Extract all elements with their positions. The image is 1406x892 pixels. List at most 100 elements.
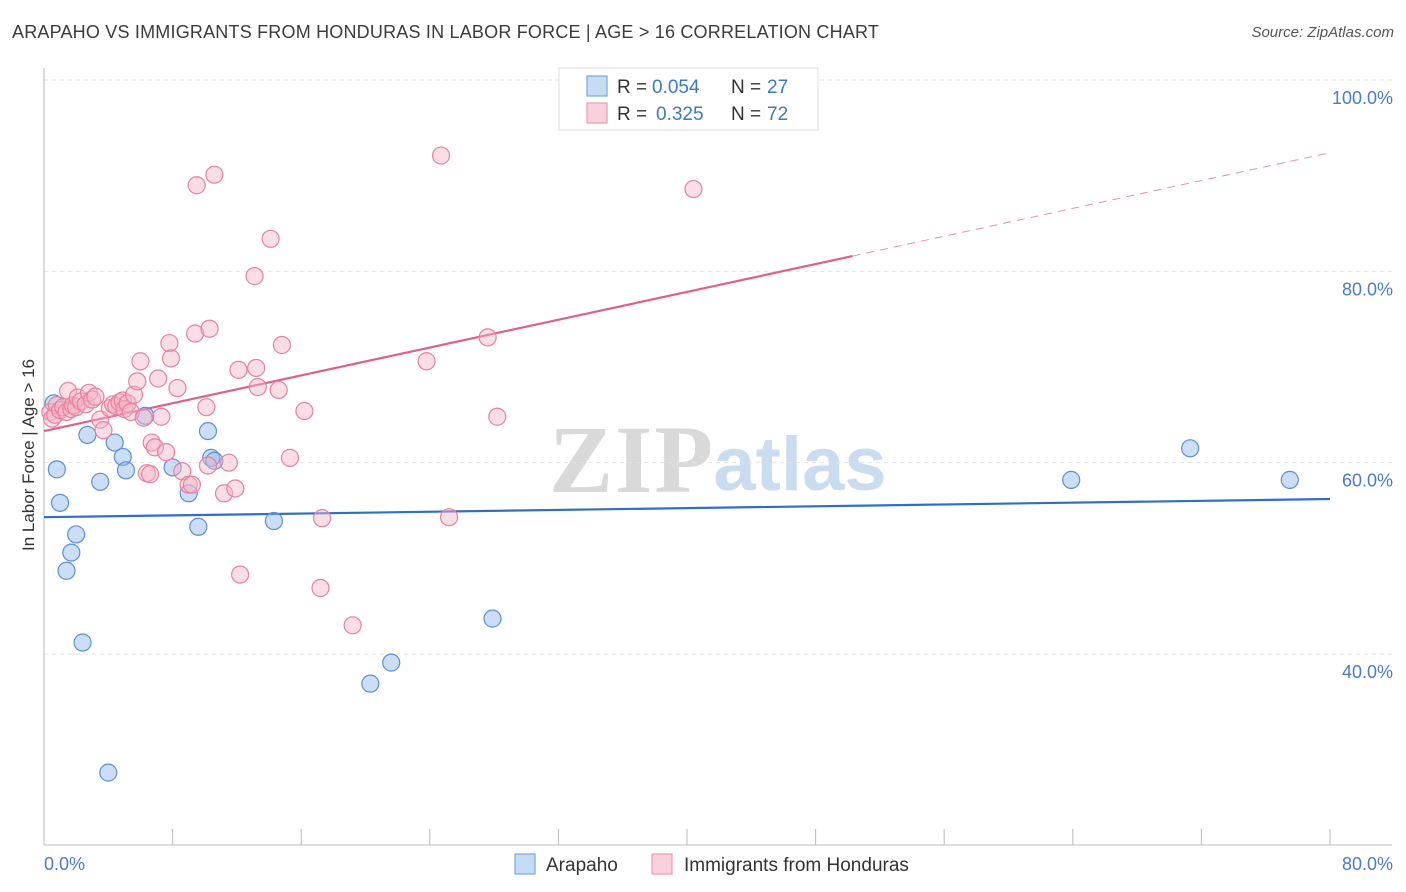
- watermark-zip: ZIP: [549, 406, 715, 513]
- honduras-point: [182, 475, 201, 494]
- arapaho-point: [198, 421, 218, 441]
- arapaho-point: [62, 543, 81, 562]
- honduras-point: [198, 456, 218, 475]
- arapaho-point: [113, 447, 132, 467]
- y-tick-label: 40.0%: [1342, 662, 1393, 682]
- bottom-legend-label-arapaho: Arapaho: [546, 855, 618, 876]
- honduras-point: [94, 421, 113, 440]
- honduras-point: [488, 407, 507, 426]
- gridlines: [44, 79, 1392, 655]
- honduras-point: [312, 509, 332, 528]
- bottom-legend-swatch-arapaho: [514, 853, 536, 875]
- honduras-point: [197, 398, 216, 417]
- honduras-point: [149, 369, 168, 388]
- honduras-point: [245, 267, 264, 286]
- honduras-point: [269, 380, 288, 400]
- y-tick-label: 100.0%: [1332, 88, 1393, 108]
- arapaho-point: [382, 653, 401, 672]
- honduras-point: [247, 358, 266, 378]
- honduras-point: [229, 360, 248, 379]
- legend-n-value-arapaho: 27: [767, 77, 788, 98]
- arapaho-point: [361, 674, 380, 693]
- legend-r-value-honduras: 0.325: [656, 104, 704, 125]
- honduras-trend-line: [43, 254, 853, 433]
- legend-r-label-arapaho: R =: [617, 77, 647, 98]
- honduras-point: [431, 146, 451, 165]
- y-tick-label: 60.0%: [1342, 471, 1393, 491]
- honduras-point: [214, 484, 234, 503]
- data-points: [41, 146, 1299, 782]
- honduras-point: [86, 387, 105, 406]
- arapaho-point: [47, 460, 66, 479]
- watermark-atlas: atlas: [713, 422, 886, 507]
- honduras-point: [248, 377, 267, 397]
- honduras-point: [145, 438, 165, 457]
- x-tick-label-max: 80.0%: [1342, 854, 1393, 874]
- arapaho-point: [189, 517, 208, 536]
- arapaho-point: [1062, 470, 1081, 489]
- y-axis-label: In Labor Force | Age > 16: [19, 359, 38, 551]
- bottom-legend-label-honduras: Immigrants from Honduras: [684, 855, 909, 876]
- bottom-legend-swatch-honduras: [651, 853, 673, 875]
- arapaho-point: [1181, 439, 1200, 458]
- legend-n-value-honduras: 72: [767, 104, 788, 125]
- axes: [43, 68, 1392, 846]
- honduras-point: [160, 333, 179, 353]
- honduras-point: [295, 401, 314, 421]
- arapaho-point: [105, 433, 124, 452]
- series-legend: Arapaho Immigrants from Honduras: [514, 853, 909, 876]
- honduras-point: [59, 381, 78, 401]
- source-label: Source: ZipAtlas.com: [1251, 24, 1394, 41]
- arapaho-point: [163, 458, 182, 477]
- honduras-point: [131, 352, 150, 371]
- legend-swatch-honduras: [586, 102, 608, 124]
- legend-n-label-arapaho: N =: [731, 77, 761, 98]
- arapaho-point: [264, 511, 283, 531]
- honduras-point: [343, 616, 362, 635]
- arapaho-point: [50, 493, 70, 512]
- correlation-legend: R = 0.054 N = 27 R = 0.325 N = 72: [558, 67, 819, 131]
- arapaho-point: [73, 633, 92, 652]
- arapaho-point: [116, 461, 136, 480]
- arapaho-point: [99, 763, 118, 782]
- honduras-point: [124, 385, 144, 404]
- honduras-point: [157, 443, 176, 462]
- arapaho-point: [91, 472, 110, 491]
- honduras-trend-extension: [852, 152, 1331, 257]
- honduras-point: [417, 352, 436, 371]
- honduras-point: [140, 465, 160, 484]
- honduras-point: [57, 402, 76, 422]
- honduras-point: [684, 179, 703, 199]
- y-tick-label: 80.0%: [1342, 279, 1393, 299]
- legend-n-label-honduras: N =: [731, 104, 761, 125]
- honduras-point: [231, 565, 250, 584]
- legend-swatch-arapaho: [586, 75, 608, 97]
- arapaho-point: [1280, 470, 1299, 489]
- trend-lines: [43, 152, 1331, 519]
- honduras-point: [272, 335, 292, 355]
- arapaho-point: [67, 525, 86, 544]
- honduras-point: [168, 378, 187, 398]
- honduras-point: [261, 229, 280, 248]
- arapaho-point: [57, 561, 76, 580]
- x-tick-label-min: 0.0%: [44, 854, 85, 874]
- arapaho-trend-line: [43, 497, 1331, 519]
- arapaho-point: [483, 609, 502, 628]
- honduras-point: [478, 328, 497, 347]
- honduras-point: [219, 453, 238, 472]
- honduras-point: [205, 165, 224, 184]
- honduras-point: [280, 448, 300, 467]
- honduras-point: [439, 508, 459, 527]
- legend-r-label-honduras: R =: [617, 104, 647, 125]
- honduras-point: [83, 390, 102, 409]
- honduras-point: [152, 407, 171, 426]
- honduras-point: [134, 408, 153, 427]
- honduras-point: [161, 349, 181, 368]
- honduras-point: [200, 319, 219, 338]
- chart-title: ARAPAHO VS IMMIGRANTS FROM HONDURAS IN L…: [12, 22, 880, 42]
- honduras-point: [311, 578, 330, 598]
- honduras-point: [128, 372, 147, 391]
- arapaho-point: [78, 425, 97, 445]
- honduras-point: [187, 176, 206, 195]
